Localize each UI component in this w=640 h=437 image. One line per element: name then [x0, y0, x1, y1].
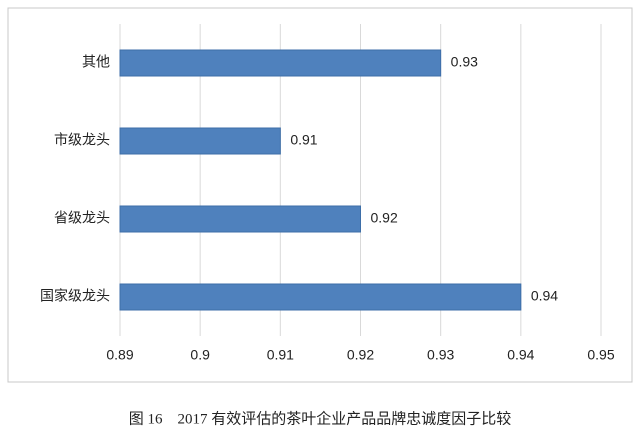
- x-tick-label: 0.91: [267, 347, 294, 363]
- y-tick-label: 国家级龙头: [40, 288, 110, 304]
- x-tick-label: 0.89: [106, 347, 133, 363]
- y-tick-label: 省级龙头: [54, 210, 110, 226]
- bar: [119, 205, 361, 233]
- x-tick-label: 0.9: [190, 347, 210, 363]
- x-tick-label: 0.94: [507, 347, 534, 363]
- bar: [119, 283, 522, 311]
- data-label: 0.93: [451, 54, 478, 70]
- data-label: 0.92: [371, 210, 398, 226]
- bar: [119, 49, 442, 77]
- chart-caption: 图 16 2017 有效评估的茶叶企业产品品牌忠诚度因子比较: [129, 409, 512, 427]
- y-tick-label: 其他: [82, 54, 110, 70]
- y-tick-label: 市级龙头: [54, 132, 110, 148]
- data-label: 0.91: [290, 132, 317, 148]
- x-tick-label: 0.92: [347, 347, 374, 363]
- data-label: 0.94: [531, 288, 558, 304]
- bar: [119, 127, 281, 155]
- x-tick-label: 0.93: [427, 347, 454, 363]
- x-tick-label: 0.95: [587, 347, 614, 363]
